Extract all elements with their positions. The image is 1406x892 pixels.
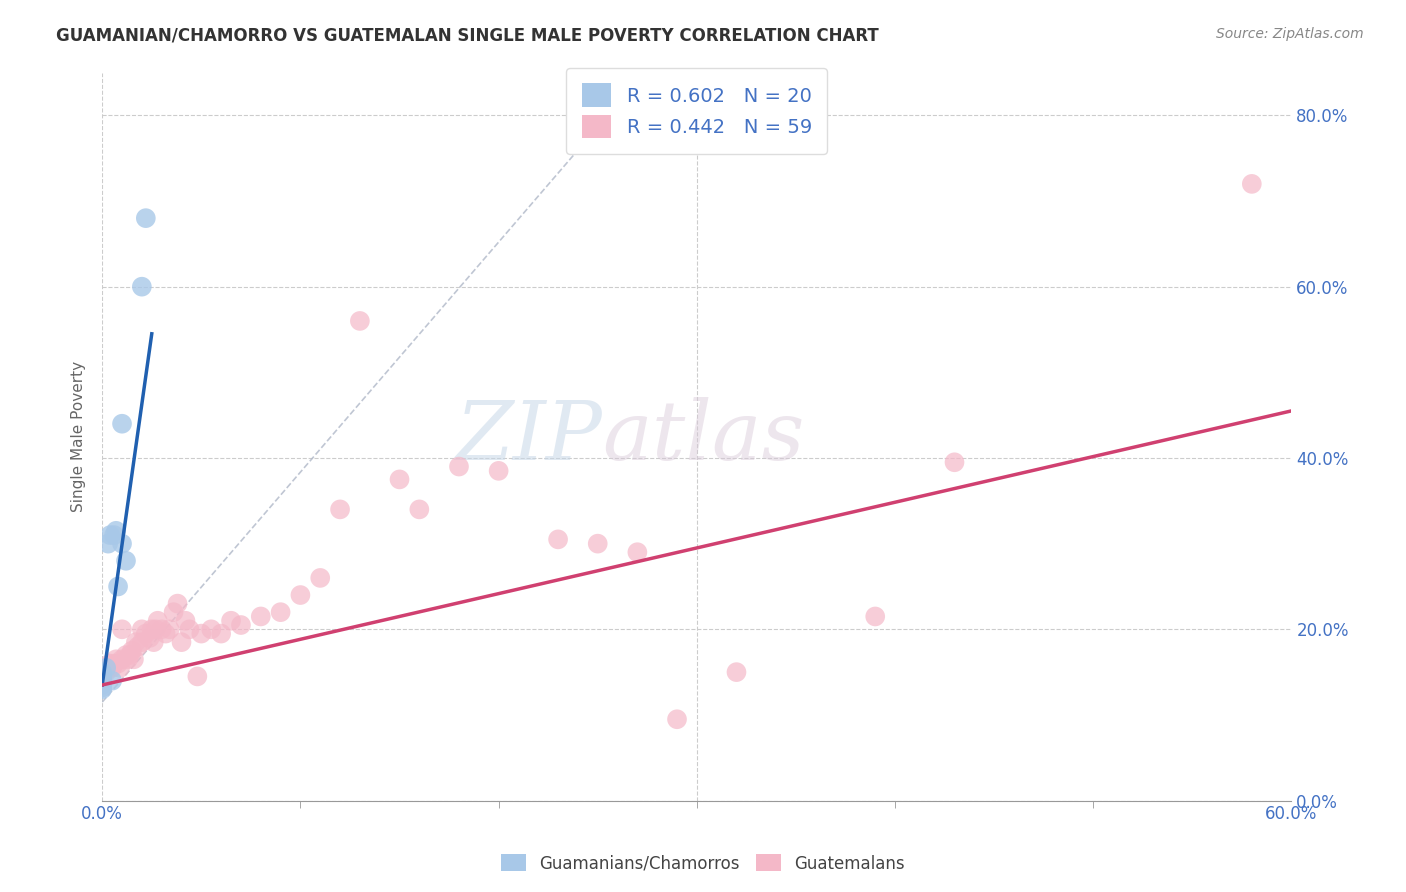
Point (96, 665, 118, 680)
Point (290, 588, 312, 602)
Point (91, 666, 114, 681)
Point (488, 464, 510, 478)
Point (166, 597, 188, 611)
Legend: Guamanians/Chamorros, Guatemalans: Guamanians/Chamorros, Guatemalans (494, 847, 912, 880)
Point (115, 554, 138, 568)
Point (162, 605, 184, 619)
Point (146, 614, 169, 628)
Point (91, 678, 114, 692)
Point (98, 528, 121, 542)
Point (666, 712, 689, 726)
Y-axis label: Single Male Poverty: Single Male Poverty (72, 361, 86, 512)
Point (107, 657, 129, 671)
Point (725, 665, 748, 680)
Point (121, 644, 143, 658)
Point (943, 455, 966, 469)
Point (118, 648, 141, 662)
Point (103, 657, 125, 671)
Point (107, 579, 129, 593)
Point (91, 669, 114, 683)
Point (135, 626, 157, 640)
Point (174, 614, 197, 628)
Point (131, 622, 153, 636)
Point (200, 622, 222, 636)
Point (103, 528, 125, 542)
Text: GUAMANIAN/CHAMORRO VS GUATEMALAN SINGLE MALE POVERTY CORRELATION CHART: GUAMANIAN/CHAMORRO VS GUATEMALAN SINGLE … (56, 27, 879, 45)
Point (229, 618, 252, 632)
Point (111, 536, 134, 550)
Point (190, 626, 212, 640)
Point (155, 626, 177, 640)
Point (111, 622, 134, 636)
Point (91, 673, 114, 688)
Point (270, 605, 292, 619)
Point (209, 626, 232, 640)
Point (626, 545, 648, 559)
Point (186, 669, 208, 683)
Point (91, 665, 114, 680)
Point (142, 635, 165, 649)
Point (117, 652, 139, 666)
Point (131, 635, 153, 649)
Point (135, 211, 157, 226)
Point (141, 622, 163, 636)
Point (329, 502, 352, 516)
Point (122, 652, 145, 666)
Point (388, 472, 411, 486)
Point (91, 681, 114, 695)
Text: Source: ZipAtlas.com: Source: ZipAtlas.com (1216, 27, 1364, 41)
Point (586, 536, 609, 550)
Point (96, 661, 118, 675)
Point (447, 459, 470, 474)
Point (101, 673, 124, 688)
Text: atlas: atlas (602, 397, 804, 476)
Point (219, 614, 242, 628)
Point (150, 622, 173, 636)
Point (349, 314, 371, 328)
Point (111, 417, 134, 431)
Point (1240, 177, 1263, 191)
Point (111, 652, 134, 666)
Point (97, 661, 120, 675)
Point (108, 661, 131, 675)
Point (91, 672, 114, 686)
Point (159, 622, 181, 636)
Point (97, 536, 120, 550)
Point (131, 279, 153, 293)
Point (179, 622, 201, 636)
Point (105, 524, 128, 538)
Point (98, 657, 121, 671)
Point (125, 635, 148, 649)
Point (249, 609, 271, 624)
Point (115, 648, 138, 662)
Point (145, 622, 167, 636)
Point (170, 635, 193, 649)
Point (105, 652, 128, 666)
Point (408, 502, 430, 516)
Legend: R = 0.602   N = 20, R = 0.442   N = 59: R = 0.602 N = 20, R = 0.442 N = 59 (567, 68, 827, 154)
Point (309, 571, 332, 585)
Point (101, 661, 124, 675)
Point (547, 533, 569, 547)
Point (91, 682, 114, 697)
Point (127, 640, 149, 654)
Point (139, 631, 162, 645)
Text: ZIP: ZIP (454, 397, 602, 476)
Point (91, 669, 114, 683)
Point (91, 673, 114, 688)
Point (863, 609, 886, 624)
